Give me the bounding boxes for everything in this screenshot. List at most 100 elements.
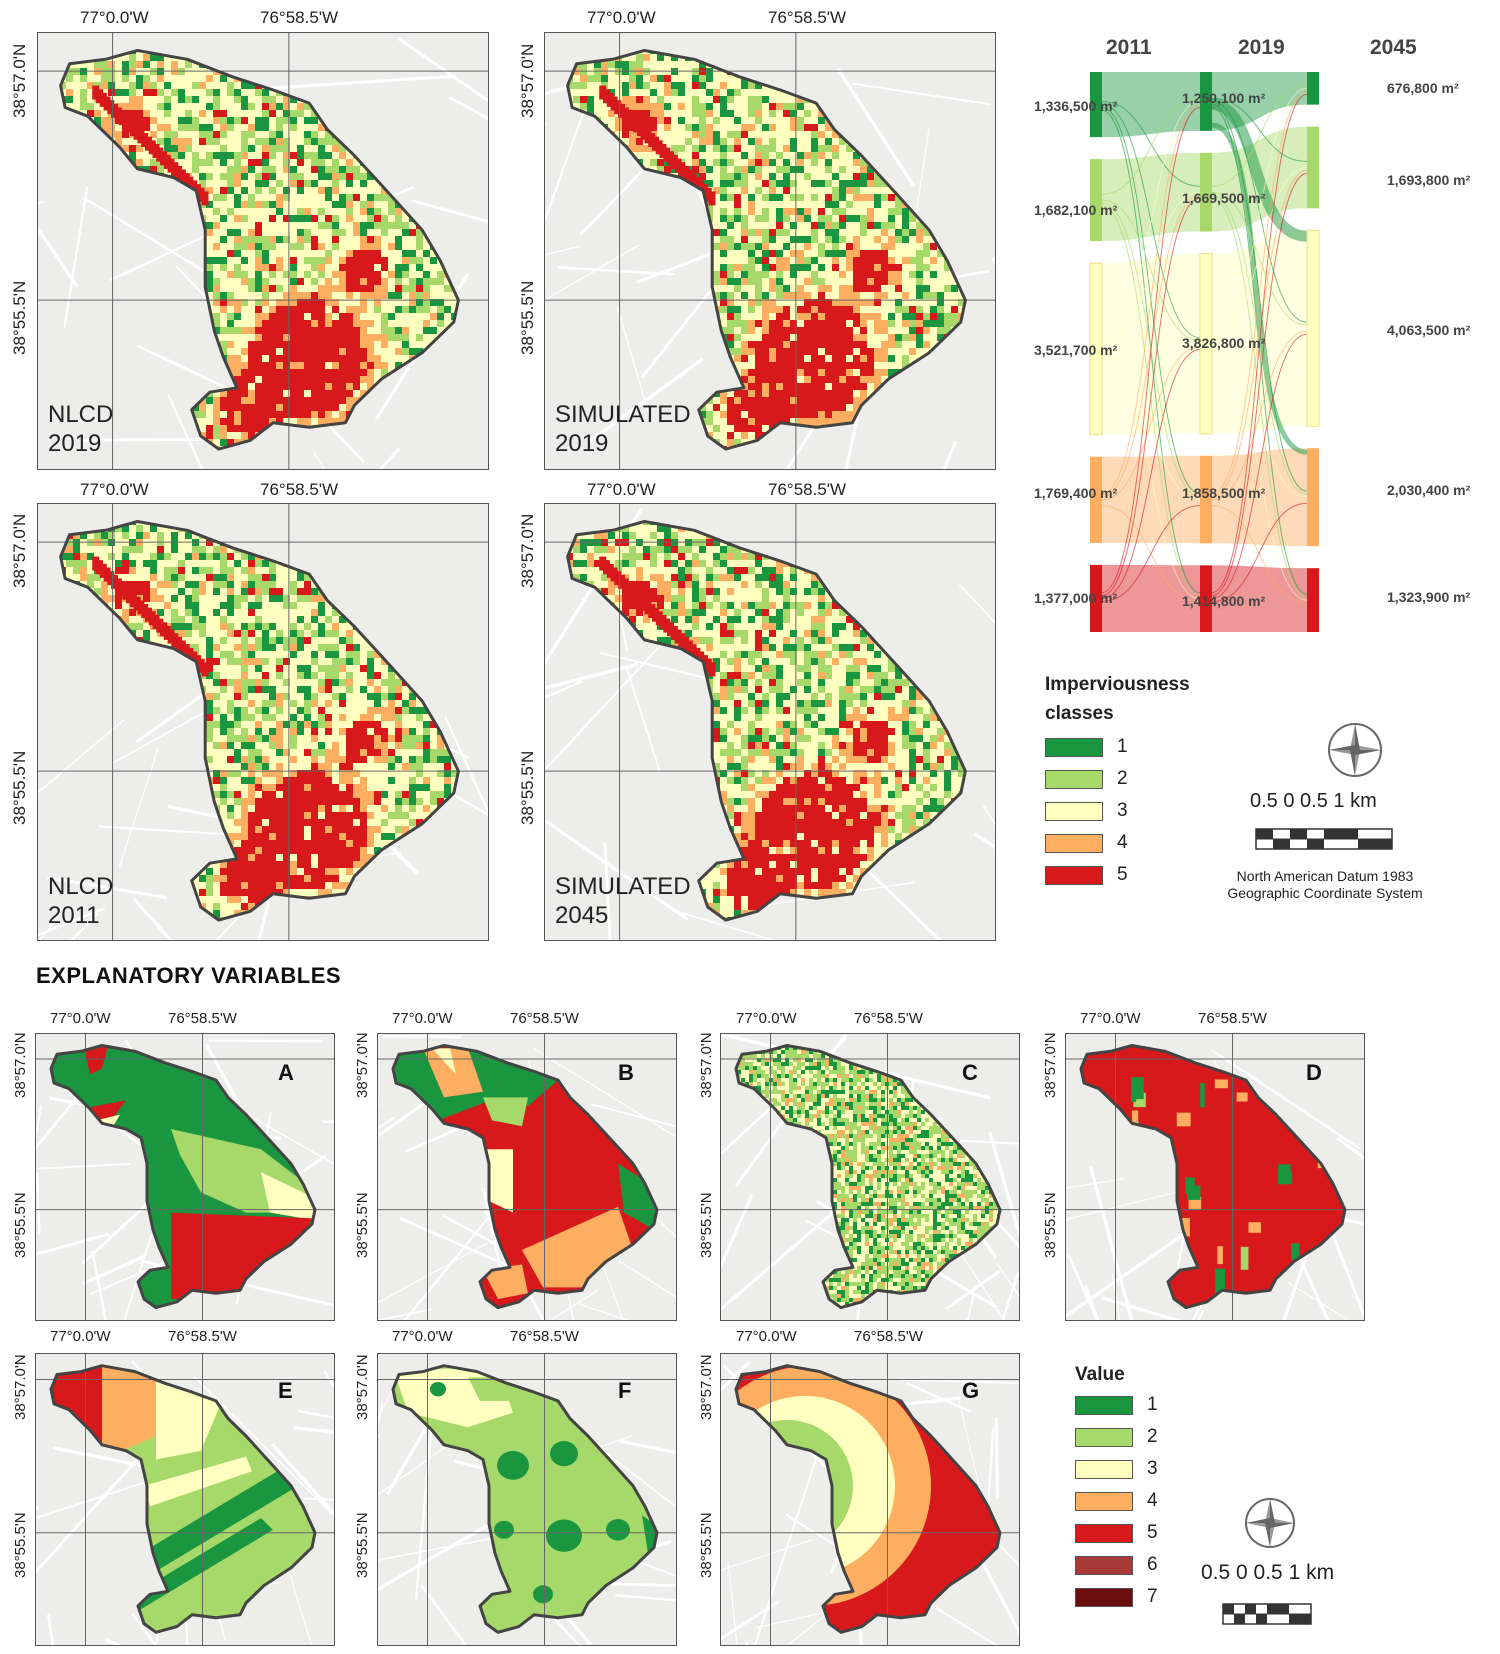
raster-cell — [122, 103, 129, 110]
raster-cell — [664, 82, 671, 89]
raster-cell — [741, 96, 748, 103]
raster-cell — [818, 110, 825, 117]
raster-cell — [304, 194, 311, 201]
raster-cell — [325, 348, 332, 355]
basemap-road — [636, 252, 712, 284]
raster-cell — [381, 355, 388, 362]
raster-cell — [741, 110, 748, 117]
raster-cell — [234, 306, 241, 313]
raster-cell — [395, 327, 402, 334]
raster-cell — [332, 159, 339, 166]
raster-cell — [290, 299, 297, 306]
raster-cell — [227, 397, 234, 404]
raster-cell — [734, 82, 741, 89]
raster-cell — [122, 75, 129, 82]
raster-cell — [213, 299, 220, 306]
raster-cell — [178, 159, 185, 166]
raster-cell — [269, 243, 276, 250]
raster-cell — [395, 285, 402, 292]
raster-cell — [360, 292, 367, 299]
raster-cell — [734, 103, 741, 110]
raster-cell — [276, 390, 283, 397]
raster-cell — [241, 355, 248, 362]
raster-cell — [241, 110, 248, 117]
raster-cell — [248, 285, 255, 292]
raster-cell — [283, 236, 290, 243]
raster-cell — [318, 376, 325, 383]
raster-cell — [304, 404, 311, 411]
raster-cell — [276, 341, 283, 348]
raster-cell — [608, 110, 615, 117]
raster-cell — [255, 257, 262, 264]
raster-cell — [276, 152, 283, 159]
raster-cell — [367, 320, 374, 327]
raster-cell — [220, 159, 227, 166]
raster-cell — [360, 243, 367, 250]
raster-cell — [395, 250, 402, 257]
raster-cell — [255, 341, 262, 348]
raster-cell — [255, 208, 262, 215]
raster-cell — [636, 54, 643, 61]
raster-cell — [353, 236, 360, 243]
raster-cell — [108, 75, 115, 82]
raster-cell — [80, 82, 87, 89]
raster-cell — [157, 166, 164, 173]
raster-cell — [339, 187, 346, 194]
raster-cell — [192, 166, 199, 173]
raster-cell — [797, 103, 804, 110]
raster-cell — [220, 208, 227, 215]
raster-cell — [692, 89, 699, 96]
raster-cell — [671, 103, 678, 110]
raster-cell — [409, 278, 416, 285]
lon-label-right: 76°58.5'W — [260, 8, 338, 28]
raster-cell — [206, 124, 213, 131]
raster-cell — [430, 320, 437, 327]
raster-cell — [318, 411, 325, 418]
raster-cell — [423, 306, 430, 313]
raster-cell — [248, 215, 255, 222]
raster-cell — [283, 369, 290, 376]
raster-cell — [304, 215, 311, 222]
raster-cell — [171, 103, 178, 110]
raster-cell — [122, 138, 129, 145]
raster-cell — [580, 75, 587, 82]
raster-cell — [388, 243, 395, 250]
raster-cell — [150, 166, 157, 173]
raster-cell — [353, 285, 360, 292]
raster-cell — [318, 404, 325, 411]
raster-cell — [227, 250, 234, 257]
raster-cell — [227, 187, 234, 194]
raster-cell — [587, 75, 594, 82]
raster-cell — [290, 201, 297, 208]
raster-cell — [185, 124, 192, 131]
raster-cell — [199, 103, 206, 110]
raster-cell — [213, 152, 220, 159]
raster-cell — [206, 173, 213, 180]
raster-cell — [671, 110, 678, 117]
raster-cell — [325, 306, 332, 313]
raster-cell — [388, 271, 395, 278]
raster-cell — [122, 96, 129, 103]
raster-cell — [178, 124, 185, 131]
raster-cell — [381, 250, 388, 257]
raster-cell — [241, 362, 248, 369]
raster-cell — [332, 250, 339, 257]
raster-cell — [367, 285, 374, 292]
raster-cell — [276, 320, 283, 327]
raster-cell — [276, 250, 283, 257]
raster-cell — [339, 355, 346, 362]
raster-cell — [283, 292, 290, 299]
raster-cell — [353, 208, 360, 215]
raster-cell — [339, 285, 346, 292]
raster-cell — [311, 145, 318, 152]
raster-cell — [346, 397, 353, 404]
raster-cell — [402, 250, 409, 257]
raster-cell — [241, 327, 248, 334]
raster-cell — [192, 124, 199, 131]
raster-cell — [734, 89, 741, 96]
raster-cell — [136, 54, 143, 61]
raster-cell — [248, 257, 255, 264]
raster-cell — [290, 117, 297, 124]
raster-cell — [437, 278, 444, 285]
raster-cell — [185, 145, 192, 152]
